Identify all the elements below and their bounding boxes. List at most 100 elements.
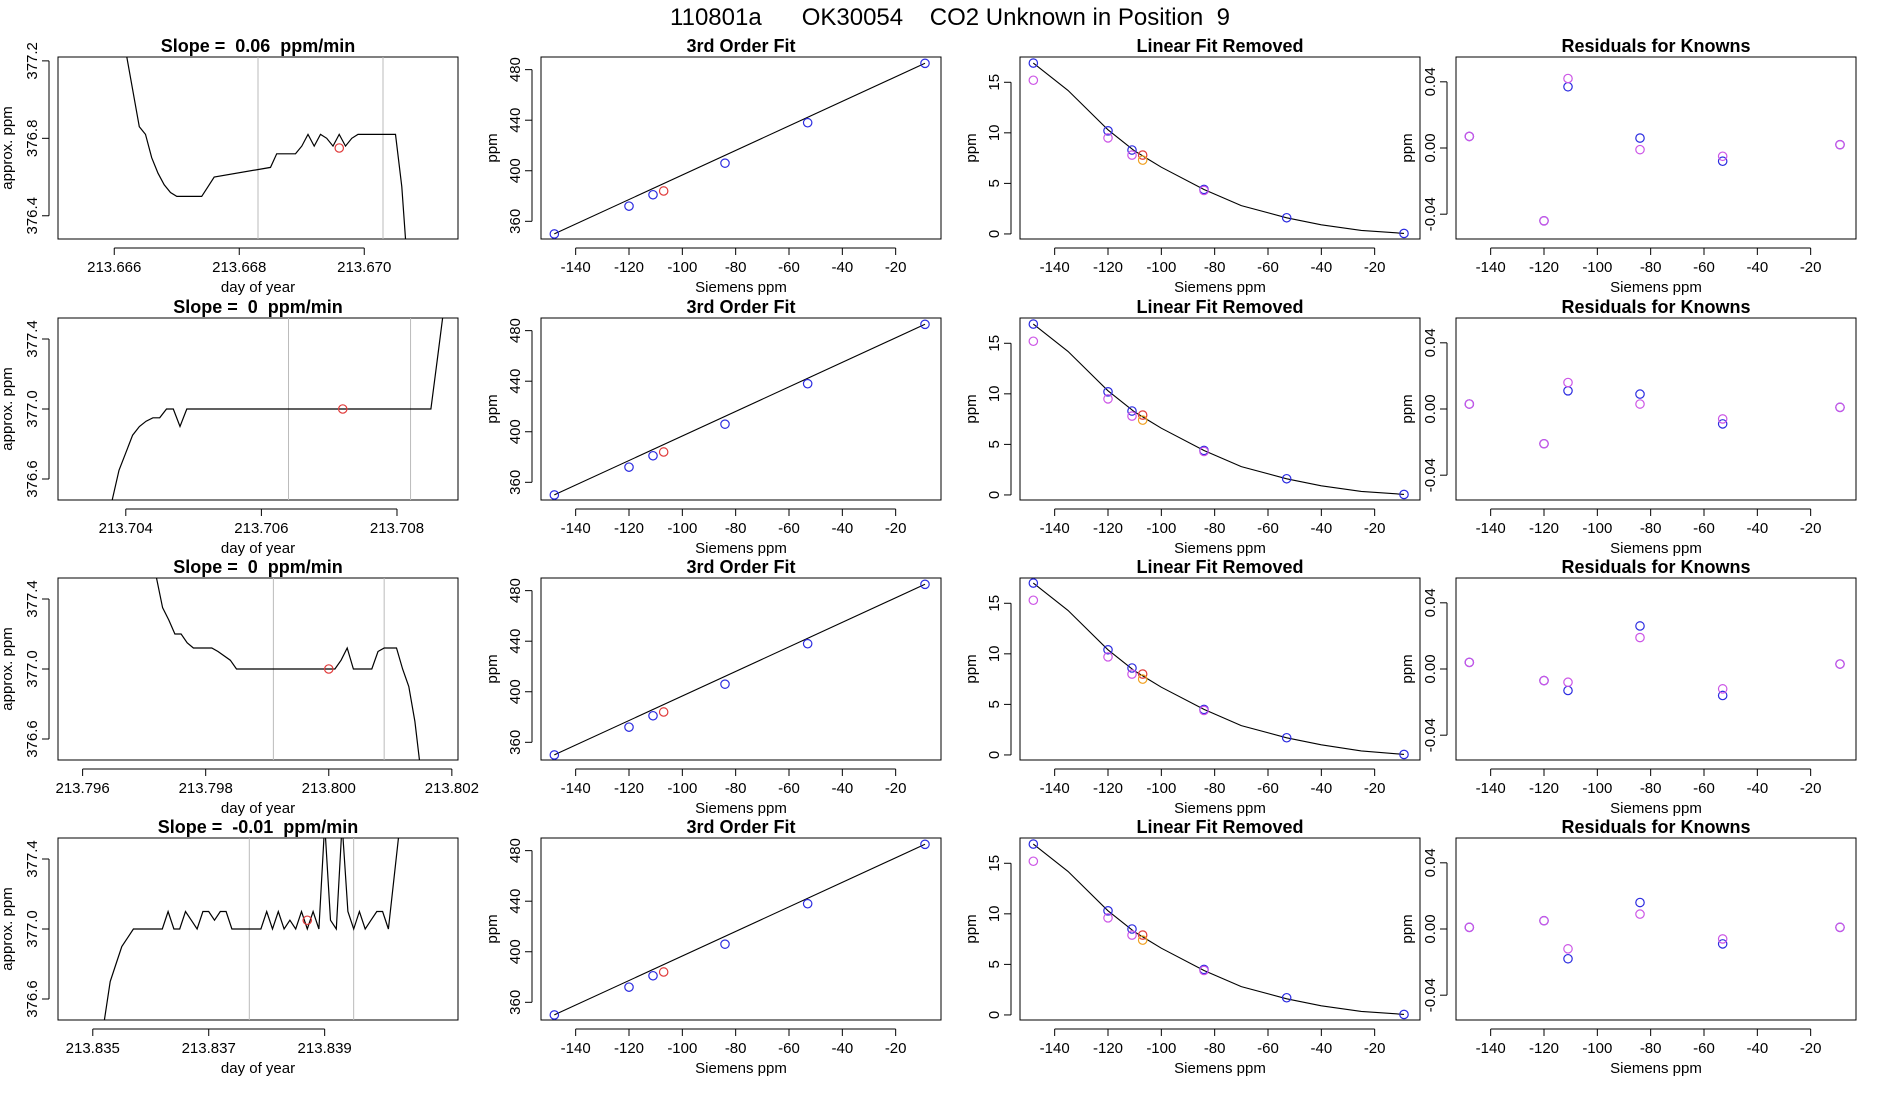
- data-point-red: [658, 447, 669, 457]
- data-point-violet: [1464, 131, 1475, 142]
- data-point-blue: [648, 710, 658, 721]
- panel-title: Linear Fit Removed: [1136, 817, 1303, 837]
- data-point-violet: [1103, 913, 1113, 923]
- y-axis-label: approx. ppm: [0, 887, 16, 970]
- data-point-violet: [1717, 934, 1728, 944]
- data-point-blue: [1635, 621, 1645, 631]
- y-tick-label: 480: [507, 578, 524, 603]
- data-point-red: [658, 707, 669, 717]
- x-tick-label: 213.800: [302, 780, 356, 797]
- x-tick-label: 213.796: [55, 780, 109, 797]
- y-tick-label: 5: [986, 960, 1003, 968]
- y-tick-label: -0.04: [1422, 197, 1439, 231]
- x-axis-label: Siemens ppm: [695, 279, 787, 296]
- y-axis-label: approx. ppm: [0, 627, 16, 710]
- y-tick-label: 440: [507, 629, 524, 654]
- data-point-red: [658, 967, 669, 977]
- x-tick-label: -60: [1693, 780, 1715, 797]
- panel-title: 3rd Order Fit: [686, 36, 795, 56]
- panel-r3-c3: Linear Fit Removed -140 -120 -100 -80 -60 -40 -…: [963, 557, 1421, 817]
- y-tick-label: 400: [507, 679, 524, 704]
- data-point-blue: [1635, 389, 1645, 399]
- data-point-red: [302, 915, 313, 926]
- x-tick-label: -20: [885, 780, 907, 797]
- panel-grid: Slope = 0.06 ppm/min 213.666 213.668 213.67…: [0, 36, 1857, 1077]
- y-tick-label: 377.2: [24, 42, 41, 80]
- x-axis-label: Siemens ppm: [1174, 540, 1266, 557]
- x-tick-label: 213.670: [337, 259, 391, 276]
- data-point-violet: [1835, 659, 1845, 669]
- x-tick-label: -20: [885, 259, 907, 276]
- data-point-violet: [1028, 856, 1039, 867]
- y-axis-label: ppm: [1399, 914, 1416, 943]
- fit-curve: [1032, 843, 1405, 1015]
- data-point-violet: [1199, 185, 1209, 196]
- x-tick-label: -80: [725, 259, 747, 276]
- data-point-red: [1137, 669, 1148, 679]
- y-tick-label: 0.04: [1422, 848, 1439, 877]
- y-tick-label: 377.4: [24, 840, 41, 878]
- figure-title: 110801a OK30054 CO2 Unknown in Position …: [670, 4, 1230, 31]
- y-tick-label: 360: [507, 730, 524, 755]
- data-point-violet: [1539, 915, 1549, 926]
- x-tick-label: -20: [1364, 1040, 1386, 1057]
- data-point-blue: [648, 970, 658, 981]
- x-tick-label: -40: [1746, 259, 1768, 276]
- fit-curve: [554, 583, 926, 756]
- x-axis-label: day of year: [221, 1060, 295, 1077]
- y-axis-label: ppm: [1399, 133, 1416, 162]
- panel-r2-c3: Linear Fit Removed -140 -120 -100 -80 -60 -40 -…: [963, 297, 1421, 557]
- data-point-blue: [1127, 663, 1137, 673]
- x-tick-label: -40: [1746, 780, 1768, 797]
- fit-curve: [554, 843, 926, 1016]
- data-point-violet: [1635, 399, 1645, 409]
- data-point-blue: [720, 679, 730, 689]
- panel-title: Slope = -0.01 ppm/min: [158, 817, 359, 837]
- x-tick-label: -120: [1529, 259, 1559, 276]
- x-tick-label: -100: [1146, 520, 1176, 537]
- y-tick-label: 377.4: [24, 320, 41, 358]
- panel-r3-c4: Residuals for Knowns -140 -120 -100 -80 -60 -4…: [1399, 557, 1857, 817]
- panel-r2-c4: Residuals for Knowns -140 -120 -100 -80 -60 -4…: [1399, 297, 1857, 557]
- series-line: [126, 57, 407, 239]
- data-point-blue: [549, 1010, 560, 1020]
- y-tick-label: 377.4: [24, 580, 41, 618]
- x-tick-label: -20: [885, 1040, 907, 1057]
- plot-content: [1028, 58, 1409, 239]
- y-tick-label: 480: [507, 318, 524, 343]
- x-tick-label: -100: [1582, 780, 1612, 797]
- plot-content: [549, 839, 930, 1020]
- plot-content: [549, 579, 930, 760]
- plot-content: [549, 319, 930, 500]
- x-tick-label: -40: [1746, 520, 1768, 537]
- x-tick-label: -100: [667, 259, 697, 276]
- x-tick-label: -140: [1040, 520, 1070, 537]
- panel-title: Residuals for Knowns: [1561, 36, 1750, 56]
- data-point-blue: [1717, 419, 1728, 429]
- x-tick-label: -80: [725, 780, 747, 797]
- data-point-blue: [920, 579, 930, 590]
- x-tick-label: -80: [1640, 1040, 1662, 1057]
- x-tick-label: 213.798: [179, 780, 233, 797]
- data-point-blue: [1717, 156, 1728, 167]
- x-tick-label: -120: [614, 780, 644, 797]
- y-axis-label: ppm: [484, 914, 501, 943]
- data-point-blue: [549, 750, 560, 760]
- x-tick-label: -20: [1364, 520, 1386, 537]
- x-tick-label: -100: [1146, 1040, 1176, 1057]
- plot-content: [103, 838, 400, 1020]
- data-point-blue: [720, 939, 730, 949]
- x-tick-label: -100: [1146, 780, 1176, 797]
- x-tick-label: -40: [1310, 520, 1332, 537]
- data-point-blue: [1281, 473, 1292, 484]
- x-tick-label: -80: [725, 1040, 747, 1057]
- data-point-blue: [1127, 924, 1137, 934]
- data-point-blue: [648, 189, 658, 200]
- data-point-violet: [1563, 677, 1573, 688]
- y-tick-label: 440: [507, 369, 524, 394]
- data-point-blue: [624, 462, 634, 472]
- x-tick-label: -80: [1204, 520, 1226, 537]
- x-tick-label: 213.666: [87, 259, 141, 276]
- x-axis-label: Siemens ppm: [1174, 279, 1266, 296]
